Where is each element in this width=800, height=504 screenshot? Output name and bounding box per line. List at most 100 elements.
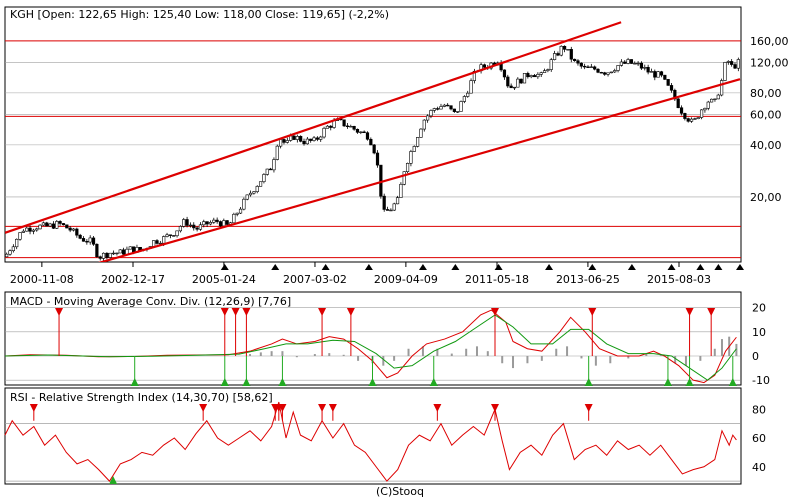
triangle-up-icon [451, 264, 460, 270]
candle-body [526, 73, 530, 78]
candle-body [28, 227, 32, 232]
candle-body [152, 240, 156, 247]
candle-body [452, 108, 456, 112]
triangle-up-icon [736, 264, 744, 270]
price-y-tick-label: 120,00 [750, 56, 789, 69]
triangle-down-icon [707, 308, 716, 316]
candle-body [188, 224, 193, 227]
candle-body [392, 203, 396, 211]
macd-line [4, 309, 737, 384]
candle-body [238, 208, 243, 214]
candle-body [699, 109, 704, 118]
candle-body [422, 119, 426, 130]
candle-body [542, 70, 547, 73]
candle-body [546, 69, 550, 71]
candle-body [412, 146, 416, 152]
candle-body [245, 194, 249, 200]
macd-histogram-bar [357, 356, 360, 361]
triangle-down-icon [433, 404, 442, 412]
candle-body [532, 75, 537, 78]
candle-body [626, 59, 630, 64]
macd-histogram-bar [450, 353, 453, 356]
candle-body [633, 63, 637, 65]
candle-body [342, 119, 346, 127]
triangle-up-icon [494, 264, 503, 270]
candle-body [402, 171, 406, 185]
candle-body [405, 163, 410, 172]
candle-body [643, 67, 647, 69]
candle-body [61, 223, 66, 226]
candle-body [720, 80, 724, 96]
candle-body [5, 253, 9, 258]
candle-body [262, 174, 266, 183]
candle-body [552, 53, 557, 60]
candle-body [482, 64, 487, 68]
triangle-up-icon [429, 378, 438, 386]
triangle-down-icon [278, 404, 287, 412]
triangle-up-icon [220, 264, 229, 270]
candle-body [462, 96, 466, 102]
macd-histogram-bar [566, 346, 569, 356]
candle-body [285, 140, 289, 143]
macd-histogram-bar [699, 356, 702, 361]
candle-body [713, 98, 717, 100]
candle-body [218, 221, 223, 227]
price-y-tick-label: 60,00 [750, 108, 782, 121]
candle-body [689, 118, 694, 122]
candle-body [506, 76, 510, 87]
triangle-up-icon [321, 264, 330, 270]
macd-histogram-bar [659, 354, 662, 356]
candle-body [302, 141, 306, 145]
candle-body [579, 62, 583, 67]
candle-body [232, 213, 236, 224]
candle-body [205, 221, 209, 225]
price-x-tick-label: 2000-11-08 [10, 273, 74, 286]
candle-body [105, 252, 109, 258]
candle-body [359, 131, 363, 133]
macd-y-tick-label: 10 [752, 326, 766, 339]
price-y-tick-label: 80,00 [750, 87, 782, 100]
macd-histogram-bar [421, 346, 424, 356]
candle-body [18, 232, 22, 240]
candle-body [155, 240, 159, 244]
macd-chart-title: MACD - Moving Average Conv. Div. (12,26,… [10, 295, 291, 308]
macd-histogram-bar [501, 356, 504, 364]
candle-body [609, 71, 613, 74]
triangle-up-icon [714, 264, 723, 270]
candle-body [539, 72, 543, 75]
candle-body [38, 224, 42, 230]
candle-body [252, 191, 256, 194]
candle-body [168, 234, 172, 236]
candle-body [329, 125, 333, 128]
macd-histogram-bar [609, 356, 612, 364]
macd-histogram-bar [735, 343, 738, 356]
candle-body [31, 229, 35, 232]
candle-body [58, 221, 62, 224]
candle-body [449, 105, 453, 110]
candle-body [375, 152, 380, 166]
candle-body [730, 61, 734, 65]
candle-body [279, 139, 283, 147]
candle-body [365, 132, 370, 140]
triangle-down-icon [584, 404, 593, 412]
candle-body [676, 98, 680, 109]
candle-body [128, 246, 132, 250]
macd-histogram-bar [526, 356, 529, 364]
candle-body [426, 115, 430, 121]
candle-body [703, 107, 707, 111]
candle-body [208, 222, 213, 225]
candle-body [248, 192, 253, 196]
candle-body [583, 65, 587, 68]
triangle-up-icon [364, 264, 373, 270]
candle-body [522, 73, 527, 84]
macd-y-tick-label: -10 [752, 374, 770, 387]
macd-histogram-bar [540, 356, 543, 361]
candle-body [295, 136, 299, 140]
triangle-up-icon [130, 378, 139, 386]
candle-body [653, 71, 657, 78]
candle-body [469, 80, 473, 94]
candle-body [586, 66, 590, 68]
candle-body [68, 227, 72, 231]
candle-body [736, 59, 740, 69]
candle-body [35, 228, 39, 231]
